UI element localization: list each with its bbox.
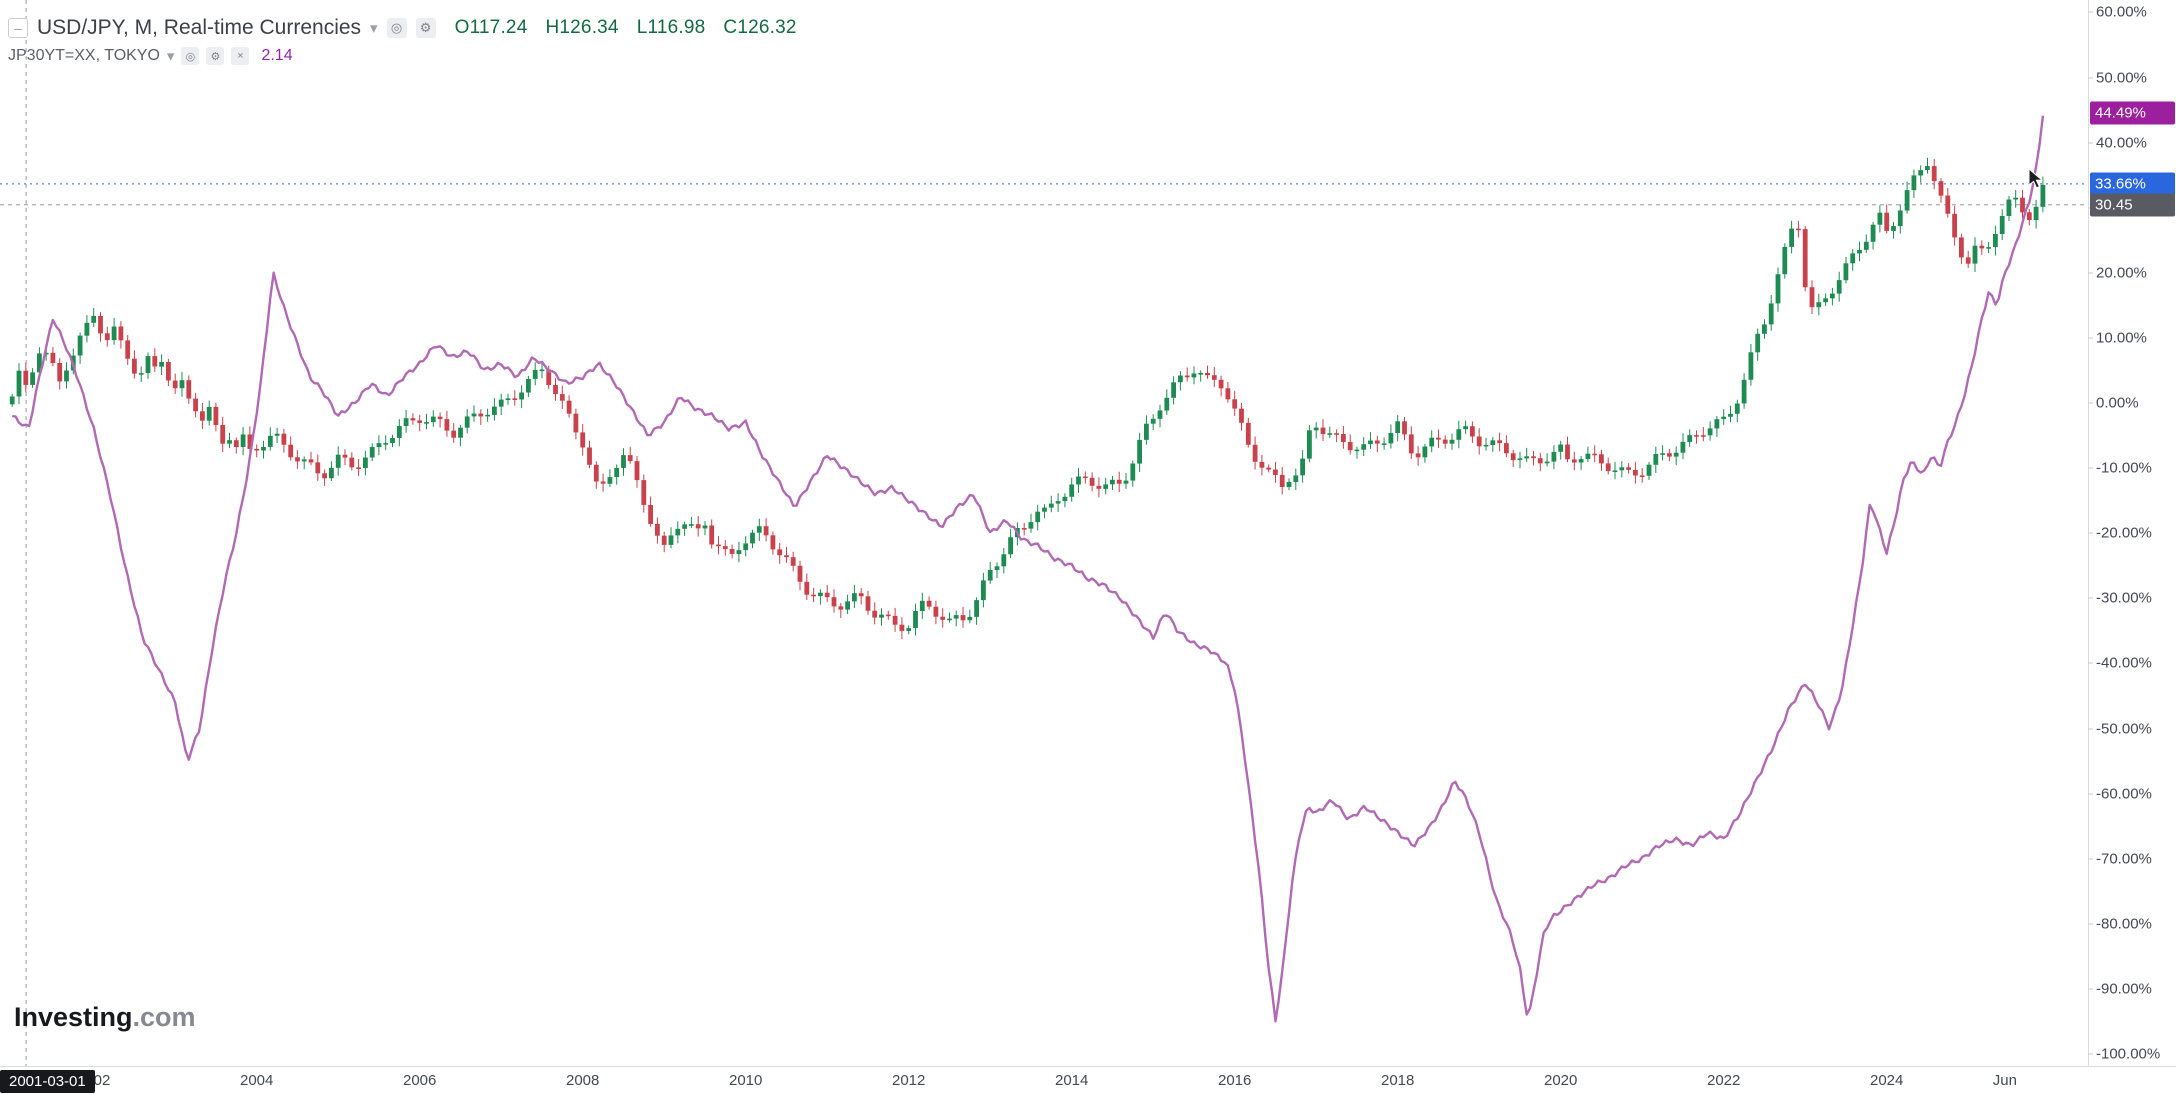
price-tick-mark [2088, 923, 2093, 925]
price-tick-label: -30.00% [2096, 589, 2152, 607]
time-tick-label: 2012 [892, 1072, 926, 1089]
price-tick-mark [2088, 337, 2093, 339]
time-tick-label: 2010 [729, 1072, 763, 1089]
price-tick-mark [2088, 988, 2093, 990]
jp30yt-line [11, 115, 2045, 1023]
crosshair-price-badge: 30.45 [2090, 193, 2175, 217]
high-label: H [545, 17, 560, 38]
price-tick-mark [2088, 467, 2093, 469]
price-tick-label: -60.00% [2096, 785, 2152, 803]
price-tick-mark [2088, 1053, 2093, 1055]
usdjpy-last-value-badge: 33.66% [2090, 172, 2175, 196]
price-tick-label: 10.00% [2096, 329, 2147, 347]
price-tick-label: -40.00% [2096, 654, 2152, 672]
overlay-series-legend-row: JP30YT=XX, TOKYO ▾ ◎ ⚙ × 2.14 [8, 47, 797, 65]
time-tick-label: 2020 [1544, 1072, 1578, 1089]
investing-com-logo: Investing.com [14, 1002, 196, 1033]
time-axis[interactable]: 2001-03-01 20022004200620082010201220142… [0, 1066, 2176, 1094]
time-tick-label: 2008 [566, 1072, 600, 1089]
price-tick-mark [2088, 532, 2093, 534]
overlay-series-value: 2.14 [261, 47, 293, 64]
high-value: 126.34 [559, 17, 619, 38]
symbol-title[interactable]: USD/JPY, M, Real-time Currencies [37, 16, 362, 39]
price-tick-label: 0.00% [2096, 394, 2139, 412]
time-tick-label: 2018 [1381, 1072, 1415, 1089]
visibility-icon[interactable]: ◎ [181, 47, 200, 65]
price-tick-mark [2088, 728, 2093, 729]
close-value: 126.32 [737, 17, 797, 38]
low-label: L [636, 17, 648, 38]
price-tick-mark [2088, 77, 2093, 78]
collapse-legend-icon[interactable]: – [8, 18, 28, 38]
price-tick-mark [2088, 402, 2093, 404]
time-tick-label: 2014 [1055, 1072, 1089, 1089]
time-tick-label: Jun [1992, 1072, 2017, 1089]
plot-area[interactable]: – USD/JPY, M, Real-time Currencies ▾ ◎ ⚙… [0, 0, 2088, 1066]
time-tick-label: 2006 [403, 1072, 437, 1089]
usdjpy-candles [9, 157, 2046, 639]
price-axis[interactable]: 60.00%50.00%40.00%30.00%20.00%10.00%0.00… [2088, 0, 2176, 1066]
price-tick-label: -100.00% [2096, 1045, 2161, 1063]
time-tick-label: 2004 [240, 1072, 274, 1089]
price-tick-mark [2088, 858, 2093, 860]
price-tick-mark [2088, 272, 2093, 274]
logo-name: Investing [14, 1002, 133, 1032]
overlay-series-title[interactable]: JP30YT=XX, TOKYO [8, 47, 160, 64]
close-label: C [723, 17, 738, 38]
settings-icon[interactable]: ⚙ [206, 47, 225, 65]
price-tick-label: 50.00% [2096, 69, 2147, 86]
price-tick-label: -90.00% [2096, 980, 2152, 998]
settings-icon[interactable]: ⚙ [415, 18, 436, 38]
price-tick-label: -50.00% [2096, 720, 2152, 737]
price-tick-mark [2088, 662, 2093, 664]
price-tick-mark [2088, 793, 2093, 795]
chart-legend: – USD/JPY, M, Real-time Currencies ▾ ◎ ⚙… [8, 16, 797, 65]
price-tick-label: 20.00% [2096, 264, 2147, 282]
time-tick-label: 2016 [1218, 1072, 1252, 1089]
mouse-cursor-icon [2028, 168, 2046, 190]
time-tick-label: 2024 [1870, 1072, 1904, 1089]
remove-series-icon[interactable]: × [231, 47, 250, 65]
jp30yt-last-value-badge: 44.49% [2090, 101, 2175, 125]
price-tick-mark [2088, 597, 2093, 599]
ohlc-readout: O117.24 H126.34 L116.98 C126.32 [455, 17, 797, 39]
chevron-down-icon[interactable]: ▾ [370, 20, 378, 37]
price-tick-label: 40.00% [2096, 134, 2147, 152]
logo-tld: .com [132, 1002, 196, 1032]
main-series-legend-row: – USD/JPY, M, Real-time Currencies ▾ ◎ ⚙… [8, 16, 797, 40]
price-tick-label: -10.00% [2096, 459, 2152, 477]
price-tick-mark [2088, 11, 2093, 13]
open-value: 117.24 [469, 17, 528, 38]
low-value: 116.98 [647, 17, 706, 38]
chevron-down-icon[interactable]: ▾ [166, 48, 175, 65]
hide-series-icon[interactable]: ◎ [386, 18, 407, 38]
crosshair-date-badge: 2001-03-01 [0, 1070, 95, 1093]
price-tick-label: 60.00% [2096, 3, 2147, 21]
price-tick-mark [2088, 142, 2093, 144]
open-label: O [454, 17, 470, 38]
time-tick-label: 2022 [1707, 1072, 1741, 1089]
price-chart-canvas[interactable] [0, 0, 2088, 1066]
price-tick-label: -20.00% [2096, 524, 2152, 542]
price-tick-label: -80.00% [2096, 915, 2152, 933]
price-tick-label: -70.00% [2096, 850, 2152, 868]
